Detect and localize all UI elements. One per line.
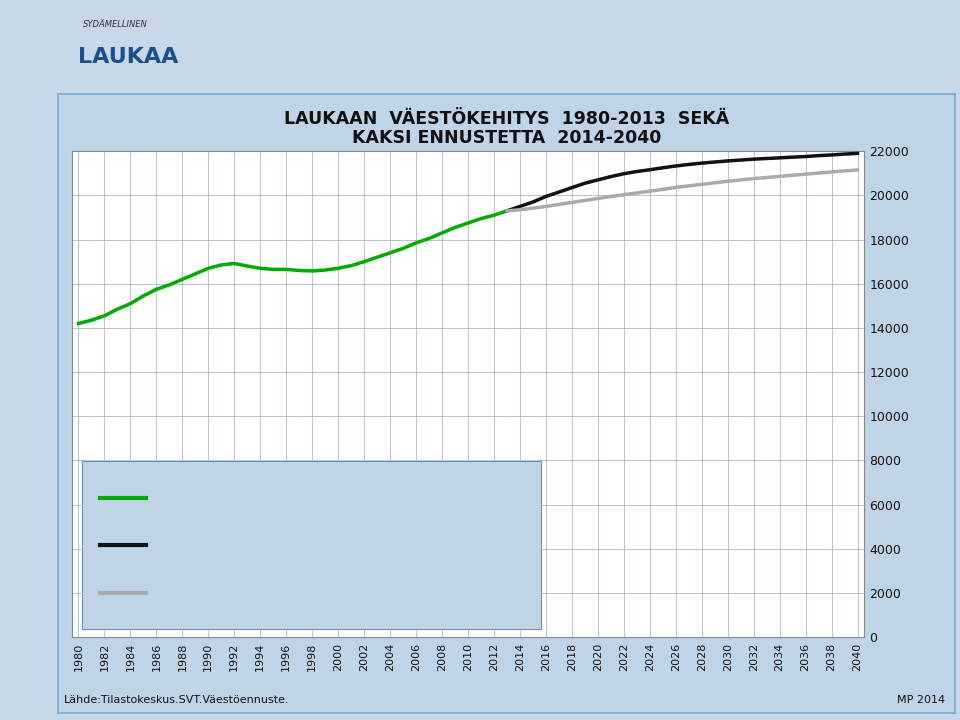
Text: Väestökehitys 1980-2013: Väestökehitys 1980-2013	[160, 492, 329, 505]
Text: KAKSI ENNUSTETTA  2014-2040: KAKSI ENNUSTETTA 2014-2040	[352, 130, 661, 148]
Text: Muuttoliikkeen sisältävä väestöennuste 2014-2040: Muuttoliikkeen sisältävä väestöennuste 2…	[160, 539, 500, 552]
Text: Lähde:Tilastokeskus.SVT.Väestöennuste.: Lähde:Tilastokeskus.SVT.Väestöennuste.	[64, 695, 290, 705]
FancyBboxPatch shape	[82, 461, 542, 630]
Text: SYDÄMELLINEN: SYDÄMELLINEN	[83, 20, 148, 30]
Text: LAUKAAN  VÄESTÖKEHITYS  1980-2013  SEKÄ: LAUKAAN VÄESTÖKEHITYS 1980-2013 SEKÄ	[284, 110, 730, 128]
Text: MP 2014: MP 2014	[898, 695, 946, 705]
Text: LAUKAA: LAUKAA	[79, 48, 179, 67]
Text: Omavaraisuuteen perustuva väestöennuste 2014-2040: Omavaraisuuteen perustuva väestöennuste …	[160, 586, 530, 599]
